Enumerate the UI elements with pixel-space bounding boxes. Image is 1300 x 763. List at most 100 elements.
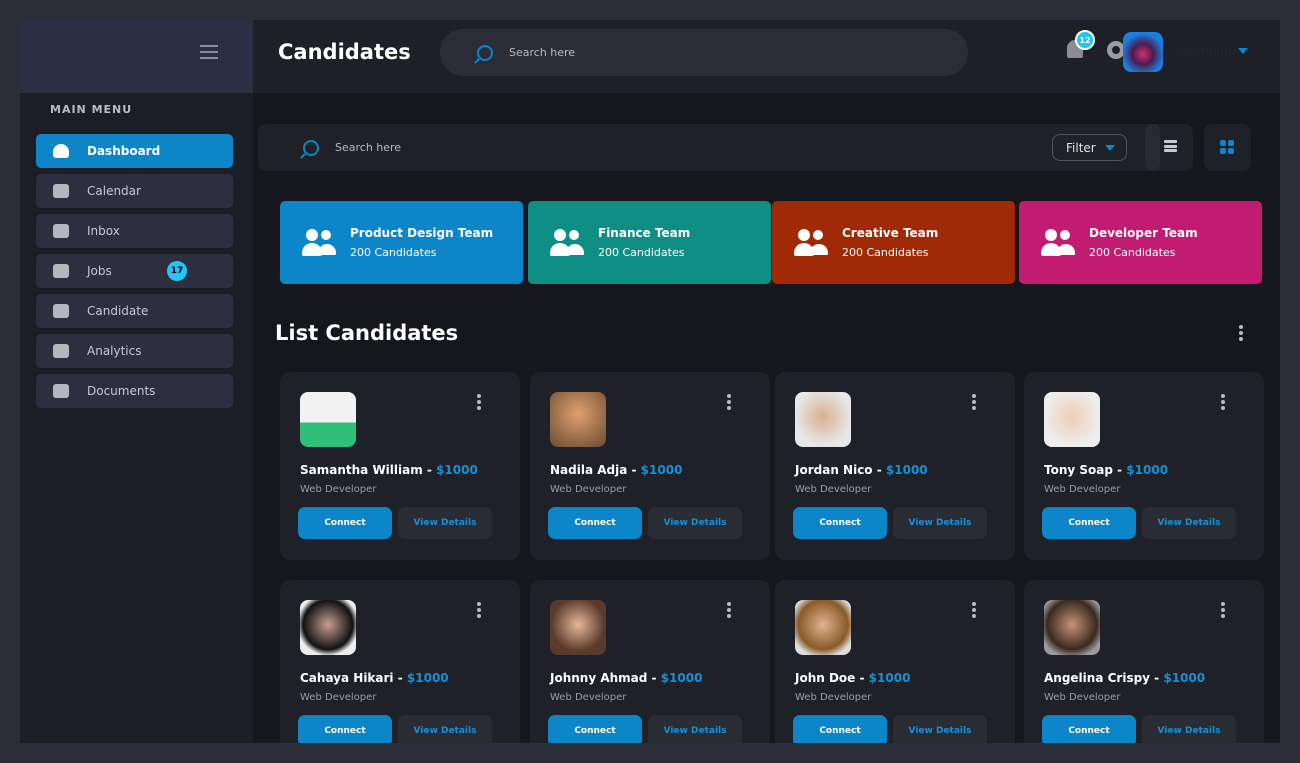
list-view-icon[interactable] [1164,140,1177,154]
content-search-bar: Search here Filter [258,124,1193,171]
team-card[interactable]: Finance Team 200 Candidates [528,201,771,284]
candidate-name: Nadila Adja - $1000 [550,463,683,477]
candidate-name: Jordan Nico - $1000 [795,463,928,477]
sidebar-item-candidate[interactable]: Candidate [36,294,233,328]
candidate-avatar [1044,600,1100,655]
candidate-role: Web Developer [300,484,377,495]
candidate-name: Johnny Ahmad - $1000 [550,671,703,685]
candidate-role: Web Developer [1044,484,1121,495]
more-options-icon[interactable] [477,602,481,620]
candidate-salary: $1000 [640,463,683,477]
view-details-button[interactable]: View Details [398,715,492,743]
connect-button[interactable]: Connect [793,507,887,539]
candidate-salary: $1000 [436,463,478,477]
name-text: Angelina Crispy [1044,671,1150,685]
sidebar-item-calendar[interactable]: Calendar [36,174,233,208]
sidebar-item-jobs[interactable]: Jobs 17 [36,254,233,288]
sidebar: MAIN MENU Dashboard Calendar Inbox Jobs 17 Ca… [20,20,253,743]
users-icon [794,228,830,257]
scrollbar[interactable] [1145,124,1160,171]
document-icon [53,384,69,398]
users-icon [550,228,586,257]
more-options-icon[interactable] [1239,325,1243,343]
candidate-salary: $1000 [1163,671,1206,685]
connect-button[interactable]: Connect [298,715,392,743]
candidate-avatar [300,392,356,447]
candidate-name: Samantha William - $1000 [300,463,478,477]
candidate-name: Tony Soap - $1000 [1044,463,1169,477]
candidate-salary: $1000 [1126,463,1169,477]
connect-button[interactable]: Connect [1042,507,1136,539]
hamburger-menu-icon[interactable] [200,45,218,63]
gear-icon[interactable] [1107,41,1125,59]
more-options-icon[interactable] [727,602,731,620]
sidebar-item-analytics[interactable]: Analytics [36,334,233,368]
candidate-avatar [795,392,851,447]
more-options-icon[interactable] [727,394,731,412]
content-search-input[interactable]: Search here [335,141,402,154]
connect-button[interactable]: Connect [298,507,392,539]
view-details-button[interactable]: View Details [1142,715,1236,743]
more-options-icon[interactable] [972,394,976,412]
team-card[interactable]: Developer Team 200 Candidates [1019,201,1262,284]
team-card[interactable]: Creative Team 200 Candidates [772,201,1015,284]
candidate-card: Tony Soap - $1000 Web Developer Connect … [1024,372,1264,560]
header-search-input[interactable]: Search here [440,29,968,76]
connect-button[interactable]: Connect [548,715,642,743]
name-text: John Doe [795,671,856,685]
candidate-salary: $1000 [406,671,449,685]
analytics-icon [53,344,69,358]
name-text: Jordan Nico [795,463,873,477]
view-details-button[interactable]: View Details [893,715,987,743]
more-options-icon[interactable] [1221,394,1225,412]
logo-area [20,20,253,93]
connect-button[interactable]: Connect [1042,715,1136,743]
filter-dropdown[interactable]: Filter [1052,134,1127,161]
name-text: Nadila Adja [550,463,628,477]
calendar-icon [53,184,69,198]
view-details-button[interactable]: View Details [648,715,742,743]
grid-view-button[interactable] [1204,124,1251,171]
team-card[interactable]: Product Design Team 200 Candidates [280,201,523,284]
chevron-down-icon [1105,145,1115,156]
view-details-button[interactable]: View Details [398,507,492,539]
more-options-icon[interactable] [477,394,481,412]
view-details-button[interactable]: View Details [1142,507,1236,539]
search-placeholder: Search here [509,46,576,59]
user-name[interactable]: Username [1178,44,1240,58]
candidate-avatar [550,392,606,447]
connect-button[interactable]: Connect [793,715,887,743]
team-name: Developer Team [1089,226,1198,240]
sidebar-item-dashboard[interactable]: Dashboard [36,134,233,168]
team-count: 200 Candidates [598,246,685,259]
team-name: Product Design Team [350,226,494,240]
chevron-down-icon[interactable] [1238,48,1248,59]
list-title: List Candidates [275,321,459,345]
connect-button[interactable]: Connect [548,507,642,539]
sidebar-item-label: Jobs [87,264,112,278]
candidate-role: Web Developer [795,692,872,703]
sidebar-item-documents[interactable]: Documents [36,374,233,408]
candidate-role: Web Developer [550,484,627,495]
candidate-card: Johnny Ahmad - $1000 Web Developer Conne… [530,580,770,743]
more-options-icon[interactable] [1221,602,1225,620]
candidate-icon [53,304,69,318]
candidate-role: Web Developer [795,484,872,495]
candidate-card: Cahaya Hikari - $1000 Web Developer Conn… [280,580,520,743]
team-count: 200 Candidates [842,246,929,259]
candidate-card: Nadila Adja - $1000 Web Developer Connec… [530,372,770,560]
page-title: Candidates [278,40,411,64]
candidate-role: Web Developer [300,692,377,703]
user-avatar[interactable] [1123,32,1163,72]
notification-badge: 12 [1075,30,1095,50]
candidate-role: Web Developer [1044,692,1121,703]
more-options-icon[interactable] [972,602,976,620]
candidate-salary: $1000 [885,463,928,477]
view-details-button[interactable]: View Details [648,507,742,539]
view-details-button[interactable]: View Details [893,507,987,539]
candidate-avatar [795,600,851,655]
sidebar-item-inbox[interactable]: Inbox [36,214,233,248]
candidate-name: John Doe - $1000 [795,671,911,685]
users-icon [302,228,338,257]
candidate-card: John Doe - $1000 Web Developer Connect V… [775,580,1015,743]
